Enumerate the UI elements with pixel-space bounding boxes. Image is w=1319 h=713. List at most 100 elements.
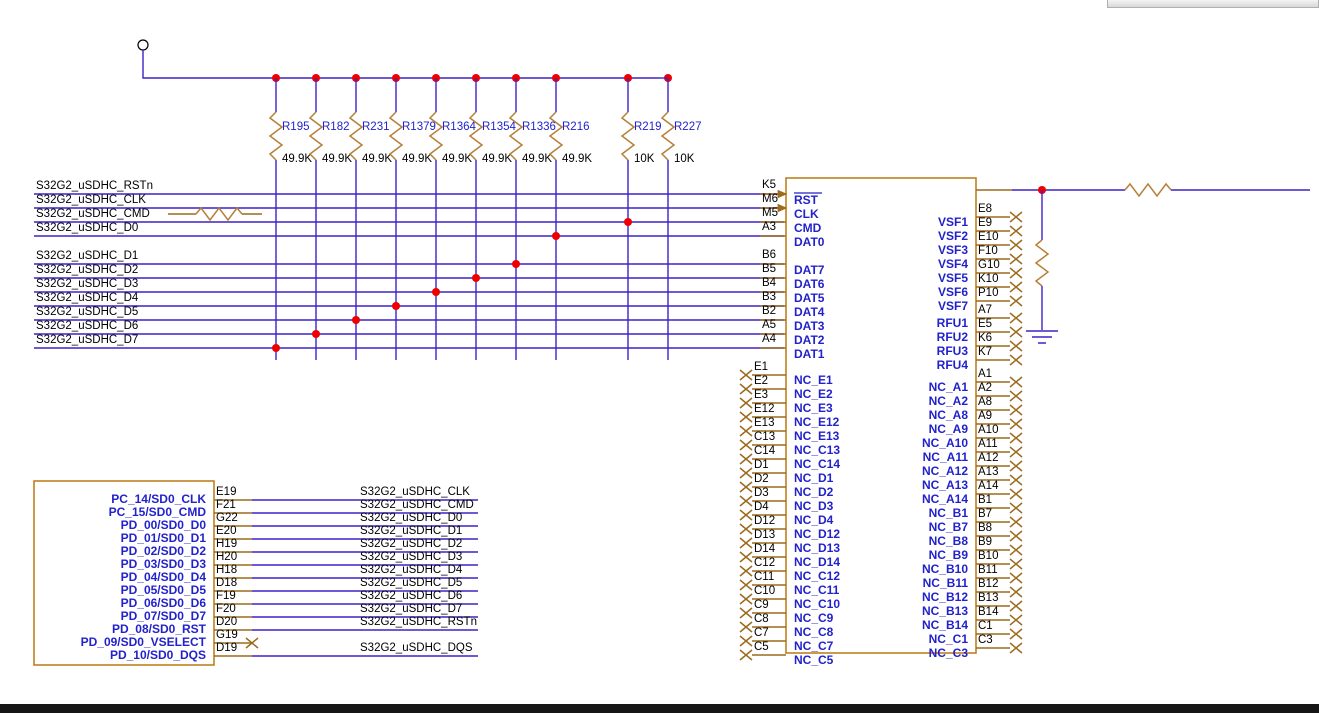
pin-number: F21	[216, 499, 236, 511]
pin-name: NC_C12	[794, 569, 840, 583]
pin-name: VSF5	[938, 271, 968, 285]
pin-name: PD_04/SD0_D4	[121, 570, 207, 584]
no-connect-icon	[1009, 642, 1023, 654]
no-connect-icon	[739, 453, 753, 465]
pin-number: E2	[754, 375, 768, 387]
pin-name: NC_C14	[794, 457, 840, 471]
pin-name: NC_C7	[794, 639, 834, 653]
ds-dqs-network[interactable]	[1012, 182, 1310, 344]
net-label: S32G2_uSDHC_D7	[360, 603, 462, 615]
resistor-body[interactable]	[548, 111, 564, 161]
net-label: S32G2_uSDHC_D6	[36, 320, 138, 332]
no-connect-icon	[739, 439, 753, 451]
pin-number: B11	[978, 564, 998, 576]
pin-number: A2	[978, 382, 992, 394]
pin-number: C13	[754, 431, 775, 443]
net-label: S32G2_uSDHC_CMD	[360, 499, 474, 511]
pin-number: A14	[978, 480, 999, 492]
pin-number: B10	[978, 550, 998, 562]
no-connect-icon	[739, 593, 753, 605]
pin-number: B5	[762, 263, 776, 275]
no-connect-icon	[1009, 354, 1023, 366]
pin-number: B3	[762, 291, 776, 303]
u28b-left-signal-pins: K5 RST M6 CLK M5 CMD A3 DAT0 B6 DAT7 B5 DAT6 B4 DAT5 B…	[760, 179, 825, 361]
pin-name: RFU1	[937, 316, 969, 330]
resistor-value: 49.9K	[402, 153, 432, 165]
pin-name: VSF3	[938, 243, 968, 257]
pin-name: RFU3	[937, 344, 969, 358]
pin-name: NC_C11	[794, 583, 840, 597]
pin-name: NC_B8	[929, 534, 969, 548]
pin-name: NC_D4	[794, 513, 834, 527]
resistor-refdes: R195	[282, 121, 310, 133]
no-connect-icon	[1009, 239, 1023, 251]
no-connect-icon	[739, 467, 753, 479]
pin-name: NC_E1	[794, 373, 833, 387]
no-connect-icon	[1009, 376, 1023, 388]
no-connect-icon	[739, 635, 753, 647]
pin-number: E12	[754, 403, 774, 415]
pin-name: RFU2	[937, 330, 969, 344]
resistor-body[interactable]	[428, 111, 444, 161]
resistor-refdes: R219	[634, 121, 662, 133]
series-resistor-r1347[interactable]	[168, 206, 262, 222]
pin-number: A13	[978, 466, 998, 478]
resistor-body[interactable]	[620, 111, 636, 161]
pin-number: C14	[754, 445, 776, 457]
pin-name: NC_A10	[922, 436, 968, 450]
pin-number: E19	[216, 486, 236, 498]
resistor-body[interactable]	[508, 111, 524, 161]
pin-name: NC_A11	[923, 450, 969, 464]
no-connect-icon	[739, 621, 753, 633]
pin-name: NC_A8	[929, 408, 969, 422]
pin-number: A12	[978, 452, 998, 464]
pin-number: K10	[978, 273, 998, 285]
resistor-body[interactable]	[268, 111, 284, 161]
pin-name: NC_C3	[929, 646, 969, 660]
resistor-value: 49.9K	[482, 153, 512, 165]
no-connect-icon	[1009, 516, 1023, 528]
pin-number: C3	[978, 634, 993, 646]
pin-number: A8	[978, 396, 992, 408]
resistor-body[interactable]	[308, 111, 324, 161]
pin-name: PD_01/SD0_D1	[121, 531, 207, 545]
pin-number: C11	[754, 571, 774, 583]
resistor-body[interactable]	[468, 111, 484, 161]
resistor-body[interactable]	[348, 111, 364, 161]
resistor-body[interactable]	[660, 111, 676, 161]
net-label: S32G2_uSDHC_D4	[36, 292, 139, 304]
no-connect-icon	[739, 397, 753, 409]
pullup-stub-connections	[272, 218, 632, 352]
junction-dot	[432, 288, 440, 296]
pin-name: VSF4	[938, 257, 968, 271]
component-u28b[interactable]: K5 RST M6 CLK M5 CMD A3 DAT0 B6 DAT7 B5 DAT6 B4 DAT5 B…	[739, 177, 1023, 667]
no-connect-icon	[1009, 404, 1023, 416]
pin-name: PD_03/SD0_D3	[121, 557, 207, 571]
pin-name: NC_B9	[929, 548, 969, 562]
no-connect-icon	[1009, 474, 1023, 486]
resistor-refdes: R227	[674, 121, 702, 133]
pin-number: D13	[754, 529, 775, 541]
resistor-refdes: R1336	[522, 121, 556, 133]
pin-number: D4	[754, 501, 769, 513]
pin-name: VSF7	[938, 299, 968, 313]
pin-name: DAT7	[794, 263, 825, 277]
pin-name: NC_D2	[794, 485, 834, 499]
pin-number: A1	[978, 368, 992, 380]
pin-name: DAT5	[794, 291, 825, 305]
resistor-value: 10K	[634, 153, 655, 165]
pin-name: DAT4	[794, 305, 825, 319]
pin-number: C12	[754, 557, 775, 569]
resistor-body[interactable]	[388, 111, 404, 161]
component-u64j[interactable]: PC_14/SD0_CLK E19 S32G2_uSDHC_CLK PC_15/SD0…	[33, 480, 478, 666]
pin-number: D14	[754, 543, 776, 555]
ground-symbol	[1026, 330, 1058, 344]
pin-name: NC_C9	[794, 611, 834, 625]
pin-number: C8	[754, 613, 769, 625]
pin-number: D1	[754, 459, 769, 471]
pin-number: E9	[978, 217, 992, 229]
net-label: S32G2_uSDHC_RSTn	[360, 616, 477, 628]
power-symbol-v-s32g2-buck-1v8[interactable]	[137, 39, 660, 79]
